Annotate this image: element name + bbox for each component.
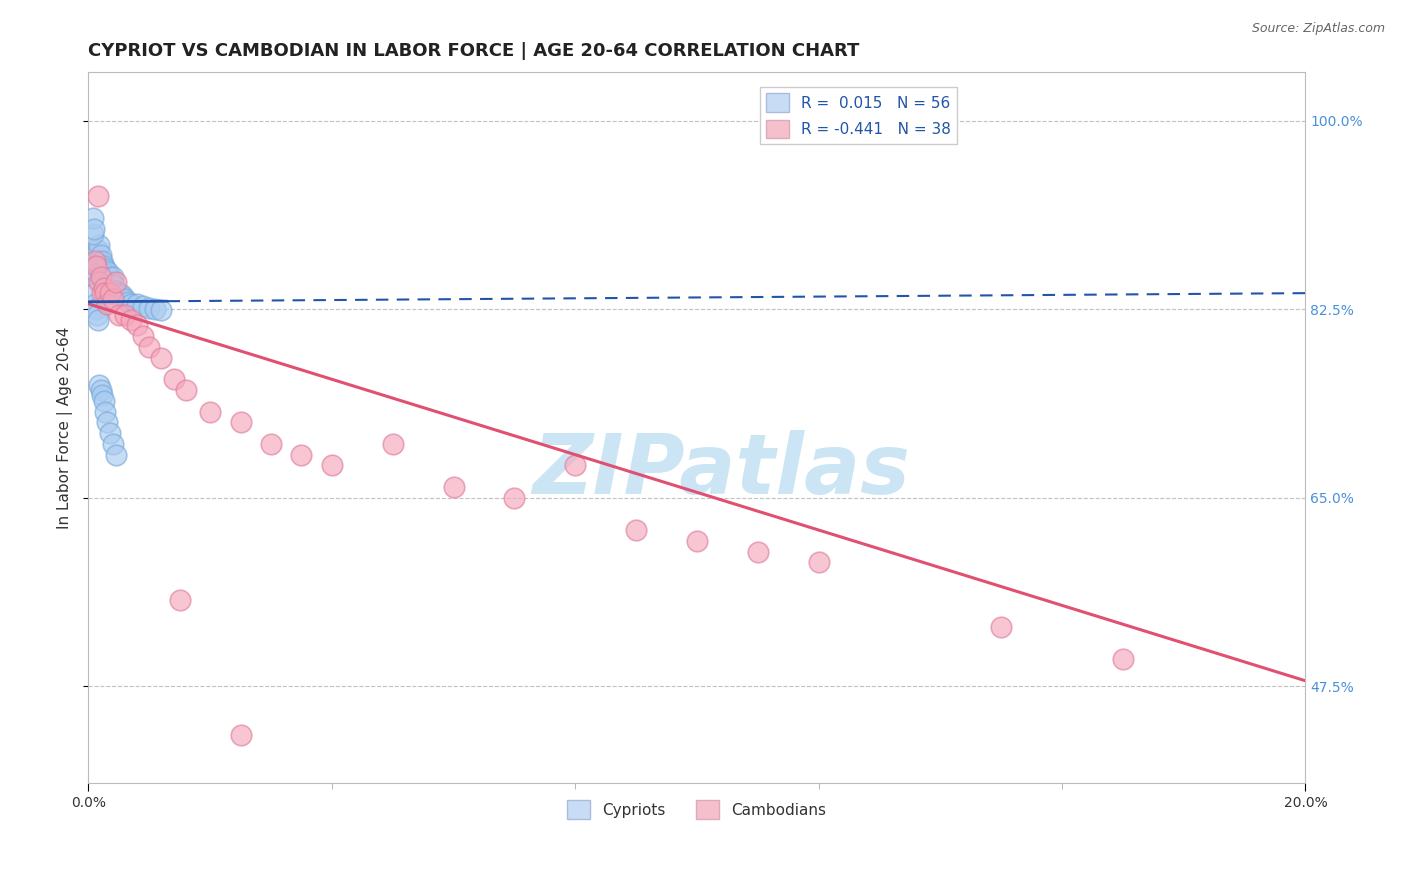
Legend: Cypriots, Cambodians: Cypriots, Cambodians [561,794,832,825]
Point [90,388,112,402]
Point [127,318,149,333]
Point [94,286,117,301]
Point [132,299,155,313]
Point [96,297,118,311]
Point [104,448,127,462]
Point [111,288,134,302]
Point [83,253,105,268]
Point [117,294,139,309]
Point [82,227,104,241]
Point [98,426,121,441]
Point [229,415,252,429]
Point [564,458,586,473]
Point [86,243,108,257]
Text: ZIPatlas: ZIPatlas [533,430,910,511]
Point [89,237,111,252]
Point [114,292,136,306]
Point [94,262,117,277]
Point [98,270,121,285]
Point [86,189,108,203]
Point [807,555,830,569]
Point [107,288,129,302]
Point [89,253,111,268]
Point [321,458,343,473]
Point [90,270,112,285]
Point [89,377,111,392]
Point [90,383,112,397]
Point [83,221,105,235]
Point [138,340,160,354]
Point [624,523,647,537]
Point [84,259,107,273]
Point [100,276,122,290]
Point [83,286,105,301]
Point [84,302,107,317]
Point [93,259,115,273]
Point [747,544,769,558]
Point [503,491,526,505]
Point [98,284,121,298]
Point [97,264,120,278]
Point [90,286,112,301]
Point [169,593,191,607]
Point [101,437,124,451]
Point [93,393,115,408]
Text: CYPRIOT VS CAMBODIAN IN LABOR FORCE | AGE 20-64 CORRELATION CHART: CYPRIOT VS CAMBODIAN IN LABOR FORCE | AG… [89,42,860,60]
Point [443,480,465,494]
Point [108,308,131,322]
Point [990,620,1012,634]
Point [120,297,142,311]
Text: Source: ZipAtlas.com: Source: ZipAtlas.com [1251,22,1385,36]
Point [290,448,312,462]
Point [90,248,112,262]
Point [93,281,115,295]
Point [138,301,160,316]
Point [101,270,124,285]
Point [174,383,197,397]
Point [98,286,121,301]
Point [114,308,136,322]
Point [145,302,167,317]
Point [84,248,107,262]
Point [96,415,118,429]
Point [97,281,120,295]
Point [103,292,125,306]
Point [150,303,173,318]
Point [83,253,105,268]
Point [132,329,155,343]
Y-axis label: In Labor Force | Age 20-64: In Labor Force | Age 20-64 [58,326,73,529]
Point [101,292,124,306]
Point [686,533,709,548]
Point [84,264,107,278]
Point [96,267,118,281]
Point [150,351,173,365]
Point [83,297,105,311]
Point [93,276,115,290]
Point [82,211,104,225]
Point [198,404,221,418]
Point [86,259,108,273]
Point [381,437,404,451]
Point [260,437,283,451]
Point [101,286,124,301]
Point [229,728,252,742]
Point [104,284,127,298]
Point [89,276,111,290]
Point [104,276,127,290]
Point [94,277,117,292]
Point [103,277,125,292]
Point [86,308,108,322]
Point [1112,652,1135,666]
Point [96,281,118,295]
Point [94,404,117,418]
Point [87,313,110,327]
Point [90,270,112,285]
Point [83,270,105,285]
Point [108,286,131,301]
Point [120,313,142,327]
Point [127,297,149,311]
Point [90,253,112,268]
Point [163,372,186,386]
Point [90,264,112,278]
